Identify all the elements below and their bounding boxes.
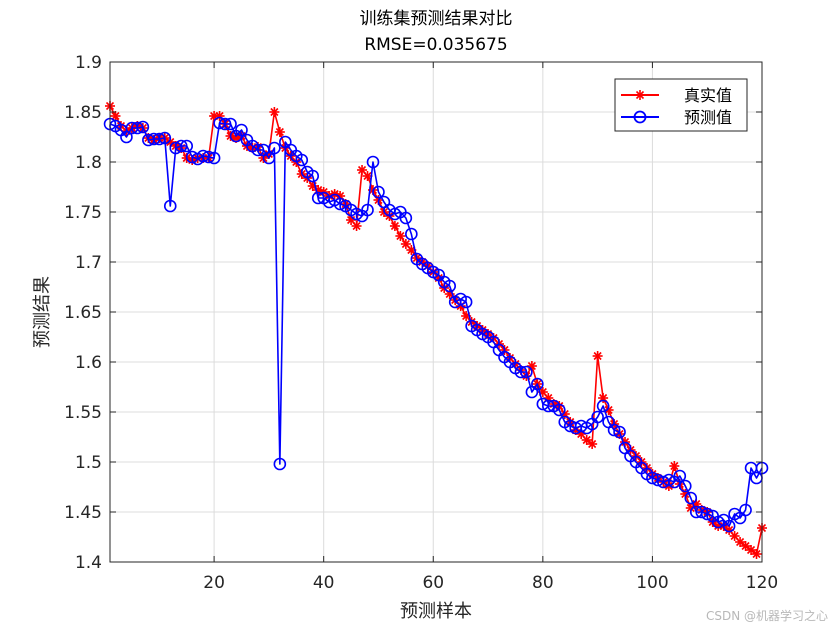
data-point-predicted: [202, 150, 215, 164]
data-point-predicted: [333, 197, 347, 211]
data-point-actual: [274, 127, 285, 137]
data-point-predicted: [361, 203, 374, 217]
y-axis-label: 预测结果: [32, 276, 53, 348]
data-point-predicted: [662, 473, 676, 487]
data-point-predicted: [443, 279, 456, 293]
legend-entry-predicted: 预测值: [621, 108, 732, 127]
legend-circle-marker: [633, 110, 647, 124]
data-point-predicted: [591, 410, 604, 424]
y-tick-label: 1.6: [75, 353, 102, 373]
chart-subtitle: RMSE=0.035675: [364, 35, 507, 55]
data-point-predicted: [306, 169, 320, 183]
data-point-predicted: [153, 132, 166, 146]
data-point-actual: [581, 435, 592, 445]
data-point-predicted: [251, 143, 265, 157]
watermark-text: CSDN @机器学习之心: [705, 609, 828, 623]
y-tick-label: 1.4: [75, 553, 102, 573]
data-point-actual: [526, 361, 537, 371]
data-point-predicted: [295, 153, 309, 167]
data-point-predicted: [174, 139, 188, 153]
data-point-predicted: [163, 199, 177, 213]
data-point-actual: [395, 231, 406, 241]
data-point-predicted: [399, 211, 413, 225]
data-point-predicted: [273, 457, 287, 471]
data-point-actual: [592, 351, 603, 361]
y-tick-label: 1.65: [64, 303, 102, 323]
legend-label-predicted: 预测值: [684, 108, 732, 127]
data-point-predicted: [218, 117, 232, 131]
data-point-predicted: [350, 207, 363, 221]
legend-asterisk-marker: [635, 90, 645, 100]
data-point-predicted: [700, 507, 714, 521]
y-tick-label: 1.5: [75, 453, 102, 473]
data-point-predicted: [120, 130, 133, 144]
x-tick-label: 20: [203, 573, 225, 593]
data-point-predicted: [136, 120, 150, 134]
data-point-actual: [351, 221, 362, 231]
data-point-predicted: [224, 117, 237, 131]
data-point-actual: [735, 537, 746, 547]
data-point-predicted: [207, 151, 221, 165]
legend-entry-actual: 真实值: [621, 86, 732, 105]
data-point-predicted: [131, 121, 144, 135]
x-tick-label: 80: [532, 573, 554, 593]
data-point-predicted: [372, 185, 385, 199]
data-point-predicted: [695, 505, 709, 519]
data-point-actual: [751, 549, 762, 559]
data-point-actual: [587, 439, 598, 449]
data-point-predicted: [684, 491, 698, 505]
data-point-predicted: [405, 227, 418, 241]
data-point-predicted: [366, 155, 380, 169]
x-tick-label: 100: [636, 573, 668, 593]
data-point-predicted: [646, 471, 659, 485]
y-tick-label: 1.75: [64, 203, 102, 223]
data-point-predicted: [673, 469, 687, 483]
y-tick-label: 1.8: [75, 153, 102, 173]
data-point-actual: [746, 545, 757, 555]
data-point-actual: [110, 111, 121, 121]
y-tick-label: 1.7: [75, 253, 102, 273]
data-point-predicted: [158, 131, 172, 145]
data-point-actual: [269, 107, 280, 117]
data-point-predicted: [262, 151, 276, 165]
data-point-predicted: [235, 123, 248, 137]
x-tick-label: 120: [746, 573, 778, 593]
legend-label-actual: 真实值: [684, 86, 732, 105]
data-point-actual: [389, 221, 400, 231]
y-tick-label: 1.55: [64, 403, 102, 423]
plot-area: [103, 101, 769, 559]
data-point-predicted: [311, 191, 325, 205]
data-point-predicted: [514, 365, 528, 379]
y-tick-label: 1.45: [64, 503, 102, 523]
data-point-predicted: [613, 425, 626, 439]
x-axis-label: 预测样本: [400, 601, 472, 622]
data-point-predicted: [459, 295, 473, 309]
data-point-predicted: [531, 377, 544, 391]
data-point-actual: [669, 461, 680, 471]
data-point-predicted: [596, 399, 610, 413]
axis-ticks: 1.4 1.45 1.5 1.55 1.6 1.65 1.7 1.75 1.8 1.85 1.9 20…: [64, 53, 778, 593]
data-point-predicted: [722, 519, 736, 533]
legend-asterisk: [635, 90, 645, 100]
legend-box: [614, 78, 748, 132]
legend: 真实值 预测值: [614, 78, 748, 132]
data-point-predicted: [739, 503, 752, 517]
y-tick-label: 1.85: [64, 103, 102, 123]
data-point-predicted: [542, 399, 555, 413]
data-point-actual: [740, 541, 751, 551]
data-point-predicted: [180, 139, 194, 153]
x-tick-label: 40: [313, 573, 335, 593]
chart-title: 训练集预测结果对比: [360, 9, 513, 29]
x-tick-label: 60: [422, 573, 444, 593]
data-point-predicted: [388, 207, 402, 221]
data-point-predicted: [552, 403, 566, 417]
y-tick-label: 1.9: [75, 53, 102, 73]
data-point-predicted: [268, 141, 281, 155]
data-point-predicted: [607, 423, 621, 437]
data-point-predicted: [678, 479, 692, 493]
data-point-predicted: [711, 515, 725, 529]
data-point-actual: [729, 531, 740, 541]
data-point-predicted: [520, 365, 533, 379]
